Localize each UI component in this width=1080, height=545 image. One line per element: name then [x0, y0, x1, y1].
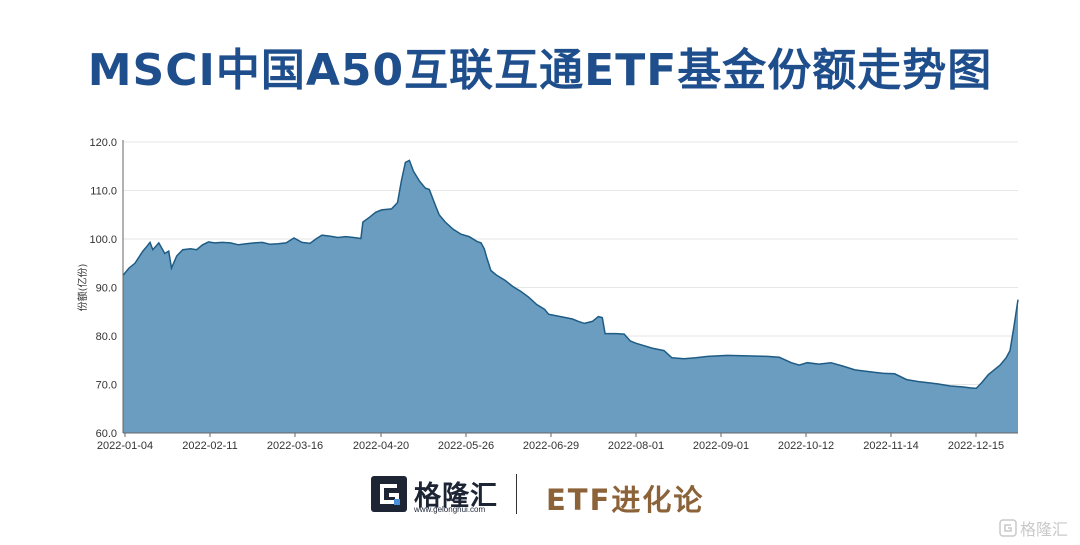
x-tick-label: 2022-04-20 [353, 440, 409, 452]
y-tick-label: 100.0 [89, 234, 117, 246]
chart-area: 60.0 70.0 80.0 90.0 100.0 110.0 120.0 2022-01-0… [76, 137, 1019, 452]
x-tick-label: 2022-03-16 [267, 440, 323, 452]
x-tick-label: 2022-01-04 [97, 440, 153, 452]
y-axis-label: 份额(亿份) [76, 264, 89, 312]
watermark-logo-icon [999, 519, 1017, 537]
partner-name: ETF进化论 [546, 483, 705, 517]
area-fill [123, 160, 1018, 433]
footer-divider [516, 474, 517, 514]
y-tick-label: 80.0 [96, 331, 117, 343]
x-tick-label: 2022-06-29 [523, 440, 579, 452]
axes: 60.0 70.0 80.0 90.0 100.0 110.0 120.0 2022-01-0… [89, 137, 1018, 452]
x-tick-label: 2022-05-26 [438, 440, 494, 452]
watermark-text: 格隆汇 [1019, 520, 1068, 539]
x-tick-label: 2022-08-01 [608, 440, 664, 452]
y-tick-label: 110.0 [90, 186, 117, 198]
chart-title: MSCI中国A50互联互通ETF基金份额走势图 [87, 45, 993, 96]
brand-url: www.gelonghui.com [414, 505, 486, 514]
x-tick-label: 2022-12-15 [948, 440, 1004, 452]
footer-branding: 格隆汇 www.gelonghui.com ETF进化论 [0, 472, 1080, 518]
y-tick-label: 120.0 [89, 137, 117, 149]
y-tick-label: 90.0 [96, 283, 117, 295]
y-tick-label: 60.0 [96, 428, 117, 440]
gelonghui-logo-icon [371, 476, 407, 512]
x-tick-label: 2022-11-14 [863, 440, 918, 452]
y-tick-label: 70.0 [96, 380, 117, 392]
brand-name: 格隆汇 [414, 481, 498, 512]
x-tick-label: 2022-09-01 [693, 440, 749, 452]
series-line [122, 159, 1019, 390]
x-tick-label: 2022-02-11 [182, 440, 237, 452]
x-tick-label: 2022-10-12 [778, 440, 834, 452]
watermark: 格隆汇 [999, 517, 1068, 539]
data-series [122, 159, 1019, 433]
